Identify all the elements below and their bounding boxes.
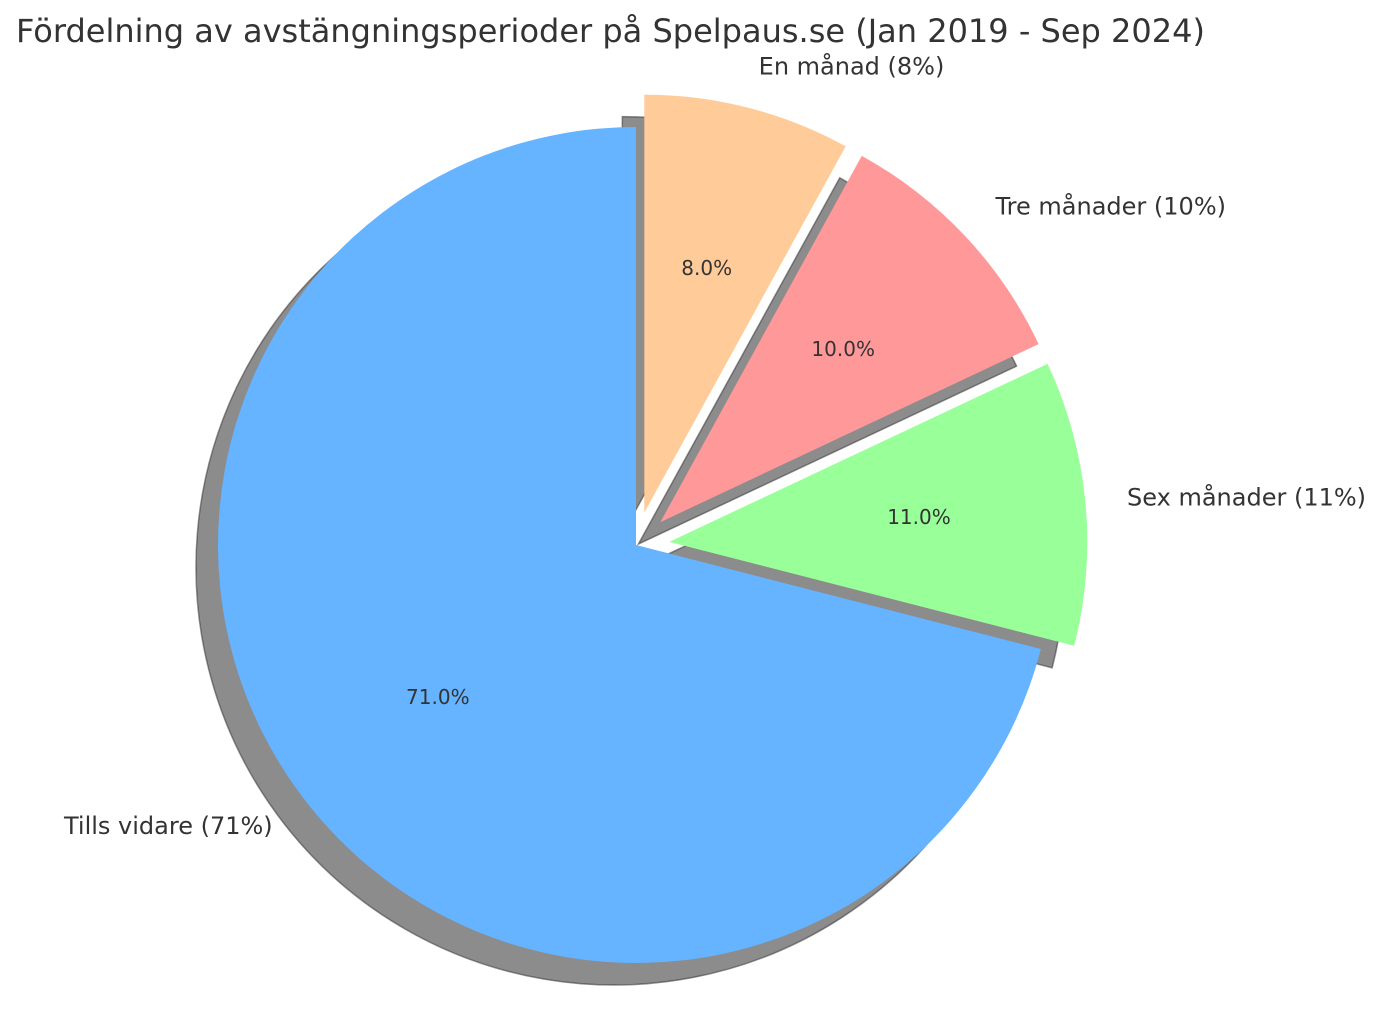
percent-label-tre-manader: 10.0% xyxy=(811,337,875,361)
slice-tills-vidare[interactable] xyxy=(218,127,1041,963)
slice-en-manad[interactable] xyxy=(644,94,846,513)
percent-label-en-manad: 8.0% xyxy=(681,256,732,280)
pie-slices xyxy=(218,94,1088,963)
pie-percent-labels: 71.0% 11.0% 10.0% 8.0% xyxy=(406,256,951,709)
chart-title: Fördelning av avstängningsperioder på Sp… xyxy=(16,12,1205,50)
category-label-tre-manader: Tre månader (10%) xyxy=(995,191,1226,220)
category-label-tills-vidare: Tills vidare (71%) xyxy=(63,812,273,840)
pie-category-labels: Tills vidare (71%) Sex månader (11%) Tre m… xyxy=(63,51,1366,840)
slice-sex-manader[interactable] xyxy=(669,363,1088,646)
category-label-sex-manader: Sex månader (11%) xyxy=(1127,483,1366,512)
category-label-en-manad: En månad (8%) xyxy=(759,51,945,80)
percent-label-sex-manader: 11.0% xyxy=(887,505,951,529)
percent-label-tills-vidare: 71.0% xyxy=(406,685,470,709)
slice-tre-manader[interactable] xyxy=(660,155,1039,523)
